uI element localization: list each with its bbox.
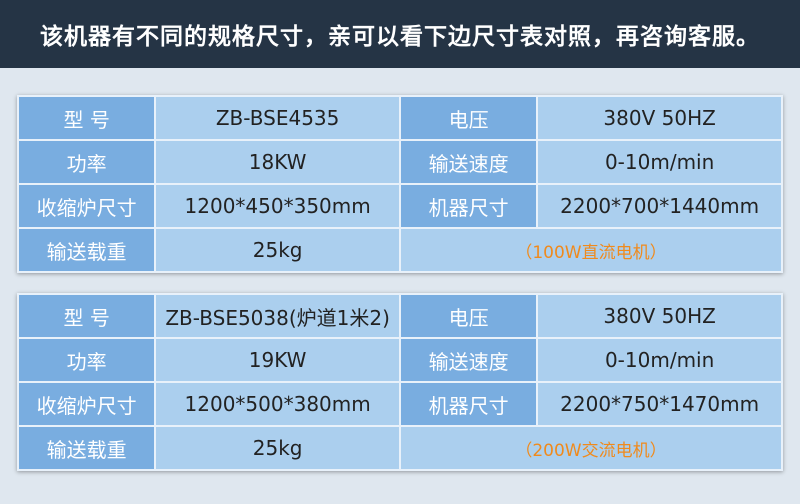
spec-value: ZB-BSE4535 [154,95,401,141]
spec-label: 功率 [16,337,157,383]
spec-value: 1200*450*350mm [154,183,401,229]
spec-value: 19KW [154,337,401,383]
table-row: 功率 18KW 输送速度 0-10m/min [16,139,783,185]
spec-label: 机器尺寸 [398,183,539,229]
spec-value: 0-10m/min [536,337,783,383]
spec-value: 25kg [154,425,401,471]
spec-label: 输送载重 [16,227,157,273]
table-row: 型 号 ZB-BSE4535 电压 380V 50HZ [16,95,783,141]
table-row: 功率 19KW 输送速度 0-10m/min [16,337,783,383]
spec-label: 机器尺寸 [398,381,539,427]
spec-value: 380V 50HZ [536,95,783,141]
spec-label: 输送载重 [16,425,157,471]
spec-value: 18KW [154,139,401,185]
spec-table-2: 型 号 ZB-BSE5038(炉道1米2) 电压 380V 50HZ 功率 19KW 输送速… [16,293,784,471]
table-row: 输送载重 25kg （200W交流电机） [16,425,784,471]
spec-label: 型 号 [16,95,157,141]
spec-label: 型 号 [16,293,157,339]
spec-value: 380V 50HZ [536,293,783,339]
spec-label: 收缩炉尺寸 [16,381,157,427]
spec-label: 功率 [16,139,157,185]
spec-value: 2200*750*1470mm [536,381,783,427]
table-row: 收缩炉尺寸 1200*500*380mm 机器尺寸 2200*750*1470mm [16,381,783,427]
spec-value: 0-10m/min [536,139,783,185]
spec-value: 25kg [154,227,401,273]
spec-value: 2200*700*1440mm [536,183,783,229]
motor-note: （100W直流电机） [398,227,784,273]
table-row: 型 号 ZB-BSE5038(炉道1米2) 电压 380V 50HZ [16,293,783,339]
spec-table-1: 型 号 ZB-BSE4535 电压 380V 50HZ 功率 18KW 输送速度 0-10m/… [16,95,784,273]
spec-value: ZB-BSE5038(炉道1米2) [154,293,401,339]
spec-label: 输送速度 [398,139,539,185]
table-row: 输送载重 25kg （100W直流电机） [16,227,784,273]
spec-label: 电压 [398,293,539,339]
table-row: 收缩炉尺寸 1200*450*350mm 机器尺寸 2200*700*1440mm [16,183,783,229]
spec-label: 收缩炉尺寸 [16,183,157,229]
header-title: 该机器有不同的规格尺寸，亲可以看下边尺寸表对照，再咨询客服。 [40,24,760,50]
motor-note: （200W交流电机） [398,425,784,471]
header-banner: 该机器有不同的规格尺寸，亲可以看下边尺寸表对照，再咨询客服。 [0,0,800,68]
spec-value: 1200*500*380mm [154,381,401,427]
spec-label: 电压 [398,95,539,141]
spec-label: 输送速度 [398,337,539,383]
